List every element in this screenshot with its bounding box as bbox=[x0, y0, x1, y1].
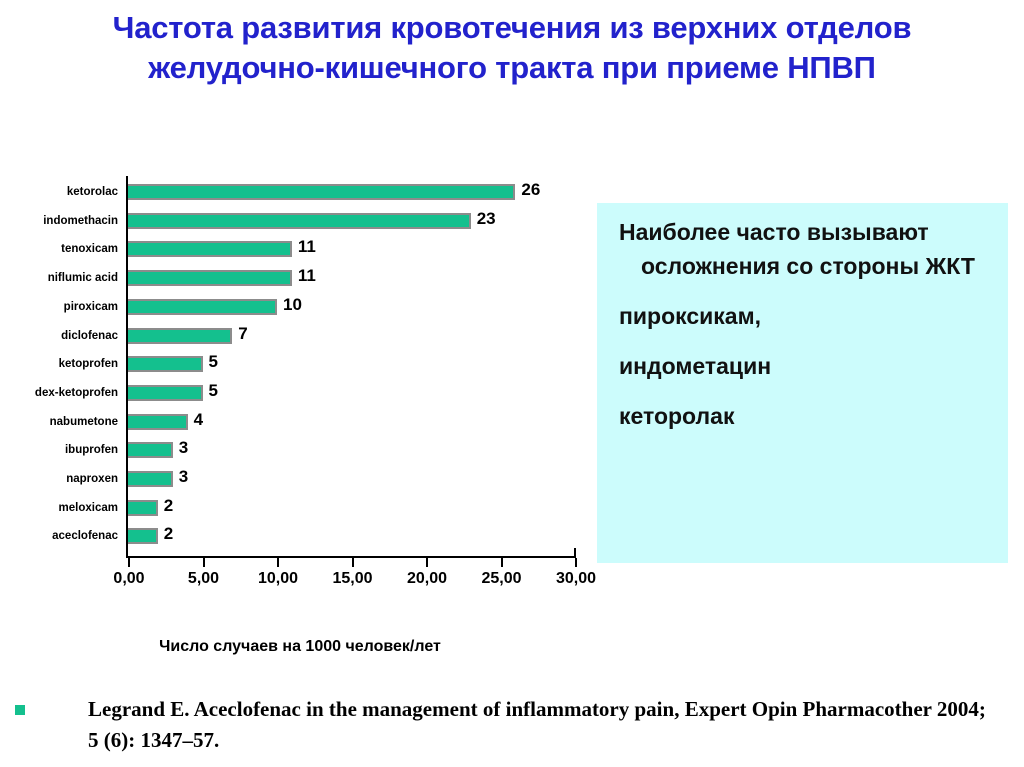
bar-category-label: diclofenac bbox=[61, 329, 118, 342]
x-axis-tick-label: 15,00 bbox=[332, 570, 373, 587]
x-axis-tick-label: 10,00 bbox=[257, 570, 299, 587]
x-axis-tick bbox=[202, 558, 205, 567]
bar-category-label: naproxen bbox=[66, 473, 118, 485]
bar-category-label: dex-ketoprofen bbox=[34, 386, 118, 399]
x-axis-tick-label: 30,00 bbox=[555, 570, 597, 587]
bar-track bbox=[128, 528, 158, 545]
side-note-item: кеторолак bbox=[619, 403, 735, 429]
bar bbox=[128, 327, 233, 344]
x-axis-line bbox=[126, 556, 576, 558]
bar-category-label: niflumic acid bbox=[47, 272, 118, 285]
bar-track bbox=[128, 356, 203, 373]
bar bbox=[128, 528, 158, 545]
bar bbox=[128, 270, 292, 287]
bar-row: diclofenac 7 bbox=[0, 323, 600, 354]
x-axis-tick-label: 25,00 bbox=[481, 570, 522, 587]
bar-row: nabumetone 4 bbox=[0, 409, 600, 440]
y-axis-line bbox=[126, 176, 128, 556]
bar-category-label: indomethacin bbox=[43, 214, 118, 227]
bar-row: naproxen 3 bbox=[0, 467, 600, 497]
bar-track bbox=[128, 270, 292, 287]
bar-track bbox=[128, 442, 173, 459]
citation-bullet-icon bbox=[15, 705, 25, 715]
bar-row: piroxicam 10 bbox=[0, 294, 600, 325]
bar-value-label: 5 bbox=[208, 380, 218, 400]
bar bbox=[128, 442, 173, 459]
bar-value-label: 26 bbox=[521, 180, 541, 199]
bar-category-label: ibuprofen bbox=[64, 444, 118, 457]
citation-text: Legrand E. Aceclofenac in the management… bbox=[88, 697, 986, 752]
bar-category-label: meloxicam bbox=[58, 501, 118, 514]
x-axis-title: Число случаев на 1000 человек/лет bbox=[159, 638, 441, 655]
page-title: Частота развития кровотечения из верхних… bbox=[112, 10, 912, 85]
bar-category-label: tenoxicam bbox=[61, 243, 118, 256]
bar-track bbox=[128, 384, 203, 401]
bar bbox=[128, 499, 158, 516]
bar-row: aceclofenac 2 bbox=[0, 524, 600, 554]
side-note-list: Наиболее часто вызывают осложнения со ст… bbox=[597, 203, 1008, 433]
x-axis-tick-label: 0,00 bbox=[113, 570, 145, 587]
side-note-panel: Наиболее часто вызывают осложнения со ст… bbox=[597, 203, 1008, 563]
bar-value-label: 11 bbox=[297, 266, 316, 286]
side-note-item: Наиболее часто вызывают осложнения со ст… bbox=[619, 219, 975, 279]
bar bbox=[128, 471, 173, 487]
bar bbox=[128, 384, 203, 401]
bar bbox=[128, 356, 203, 373]
bar-track bbox=[128, 184, 516, 200]
bar-value-label: 3 bbox=[178, 467, 189, 486]
bar-row: niflumic acid 11 bbox=[0, 266, 600, 296]
bar-track bbox=[128, 212, 471, 229]
x-axis-tick bbox=[277, 558, 279, 567]
x-axis-tick-label: 5,00 bbox=[187, 570, 220, 587]
bar-value-label: 2 bbox=[163, 495, 174, 515]
bar-row: ketoprofen 5 bbox=[0, 352, 600, 382]
bar-value-label: 2 bbox=[163, 524, 174, 544]
bar bbox=[128, 241, 292, 258]
bar-category-label: nabumetone bbox=[49, 415, 118, 428]
side-note-item: пироксикам, bbox=[619, 303, 761, 329]
x-axis-tick bbox=[128, 558, 130, 567]
x-axis-tick bbox=[500, 558, 503, 567]
bar-category-label: ketorolac bbox=[66, 186, 118, 198]
bar-row: tenoxicam 11 bbox=[0, 237, 600, 267]
bar-chart: ketorolac 26 indomethacin 23 tenoxicam 11 nifl… bbox=[0, 168, 600, 588]
bar bbox=[128, 184, 516, 200]
bar-row: meloxicam 2 bbox=[0, 495, 600, 526]
bar-value-label: 4 bbox=[193, 409, 204, 429]
bar-track bbox=[128, 241, 292, 258]
bar-value-label: 23 bbox=[476, 208, 496, 228]
bar-row: dex-ketoprofen 5 bbox=[0, 380, 600, 411]
bar-category-label: piroxicam bbox=[63, 300, 118, 313]
bar-track bbox=[128, 298, 277, 315]
bar-value-label: 11 bbox=[297, 237, 316, 257]
bar-track bbox=[128, 327, 233, 344]
bar-value-label: 7 bbox=[238, 323, 248, 343]
bar-value-label: 10 bbox=[283, 294, 302, 314]
bar-category-label: aceclofenac bbox=[52, 530, 118, 543]
bar-category-label: ketoprofen bbox=[58, 358, 118, 371]
x-axis-tick bbox=[575, 558, 577, 567]
x-axis-tick bbox=[351, 558, 354, 567]
bar-track bbox=[128, 499, 158, 516]
bar-row: ibuprofen 3 bbox=[0, 438, 600, 468]
x-axis-tick-label: 20,00 bbox=[406, 570, 448, 587]
side-note-item: индометацин bbox=[619, 353, 772, 379]
bar-track bbox=[128, 413, 188, 430]
bar-row: ketorolac 26 bbox=[0, 180, 600, 210]
x-axis-tick bbox=[426, 558, 428, 567]
bar-value-label: 5 bbox=[208, 352, 218, 372]
bar-track bbox=[128, 471, 173, 487]
bar-row: indomethacin 23 bbox=[0, 208, 600, 239]
bar bbox=[128, 212, 471, 229]
x-axis-end-cap bbox=[574, 548, 576, 558]
bar-value-label: 3 bbox=[178, 438, 189, 458]
bar bbox=[128, 413, 188, 430]
bar bbox=[128, 298, 277, 315]
